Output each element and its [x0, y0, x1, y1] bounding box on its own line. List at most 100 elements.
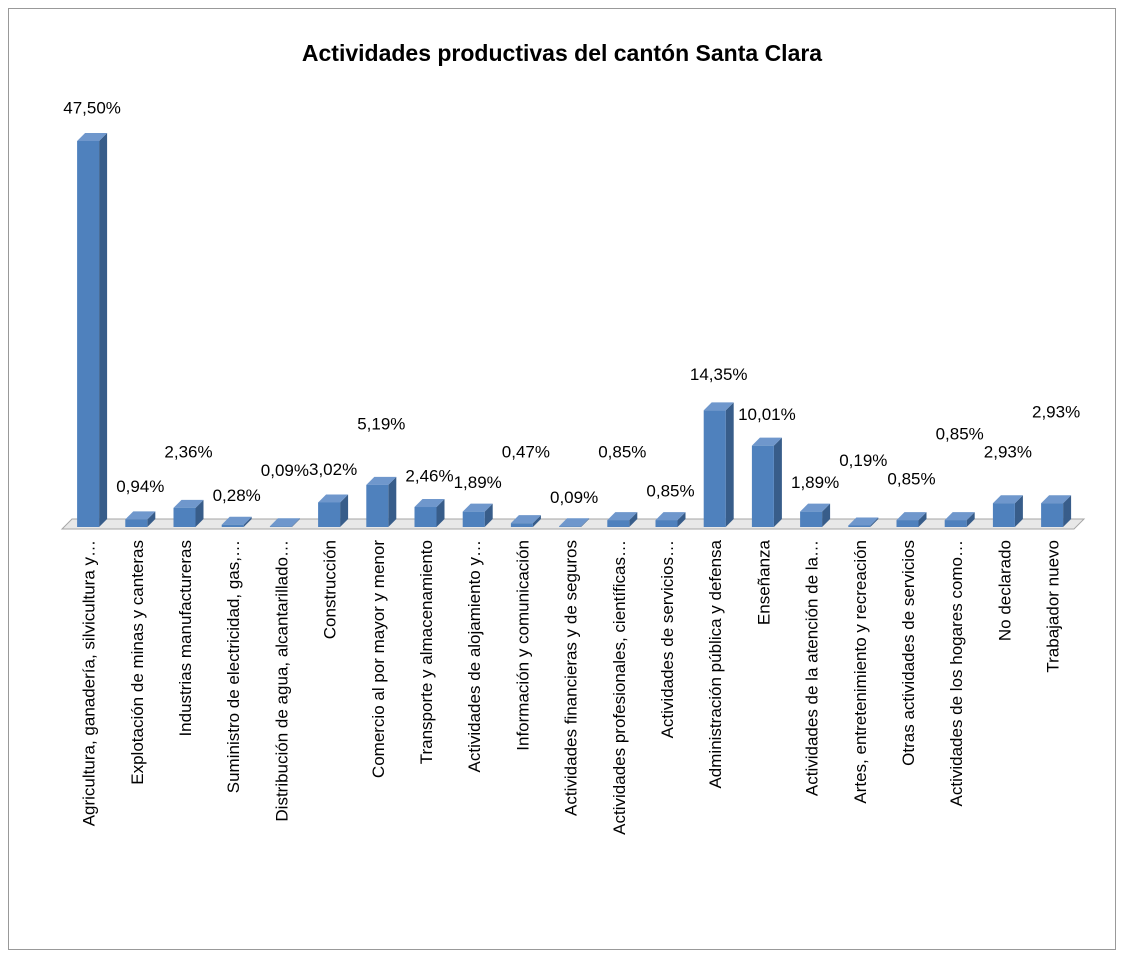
bar-top [703, 402, 734, 411]
bar-side [195, 499, 204, 527]
bar [462, 511, 485, 527]
x-tick-label: Administración pública y defensa [706, 539, 725, 788]
data-label: 14,35% [690, 365, 748, 384]
chart-frame [8, 8, 1116, 950]
bar-side [340, 494, 349, 527]
data-label: 0,85% [598, 443, 646, 462]
x-tick-label: Otras actividades de servicios [899, 540, 918, 766]
bar [751, 445, 774, 527]
data-label: 5,19% [357, 414, 405, 433]
bar-top [173, 499, 204, 508]
bar-side [918, 512, 927, 527]
x-tick-label: No declarado [995, 540, 1014, 641]
bar [414, 507, 437, 527]
bar-side [243, 516, 252, 527]
data-label: 2,36% [164, 442, 212, 461]
bar-side [725, 402, 734, 527]
data-label: 0,85% [887, 470, 935, 489]
bar [318, 502, 341, 527]
bar [944, 520, 967, 527]
bar-top [366, 476, 397, 485]
data-label: 0,85% [646, 482, 694, 501]
bar [992, 503, 1015, 527]
bar-top [77, 133, 108, 141]
bar-side [532, 515, 541, 527]
bar-top [510, 515, 541, 524]
bar-side [677, 512, 686, 527]
bar-top [318, 494, 349, 503]
bar-top [269, 518, 300, 527]
bar [896, 520, 919, 527]
x-tick-label: Explotación de minas y canteras [128, 540, 147, 785]
bar [366, 484, 389, 527]
data-label: 0,19% [839, 451, 887, 470]
bar-top [607, 512, 638, 521]
bar-side [822, 503, 831, 527]
bar-side [291, 518, 300, 527]
data-label: 0,28% [213, 486, 261, 505]
x-tick-label: Enseñanza [754, 539, 773, 625]
bar-side [629, 512, 638, 527]
bar-top [125, 511, 156, 520]
bar-side [581, 518, 590, 527]
bar [173, 507, 196, 527]
data-label: 2,93% [1032, 403, 1080, 422]
data-label: 0,85% [936, 425, 984, 444]
bar-top [462, 503, 493, 512]
x-tick-label: Actividades de servicios… [658, 540, 677, 738]
x-tick-label: Transporte y almacenamiento [417, 540, 436, 764]
data-label: 0,09% [550, 488, 598, 507]
bar [848, 525, 871, 527]
bar [559, 526, 582, 527]
data-label: 0,09% [261, 461, 309, 480]
bar-side [147, 511, 156, 527]
x-tick-label: Actividades financieras y de seguros [562, 540, 581, 816]
bar-side [388, 476, 397, 527]
bar-top [221, 516, 252, 525]
data-label: 0,94% [116, 477, 164, 496]
bar [1041, 503, 1064, 527]
data-label: 3,02% [309, 460, 357, 479]
data-label: 2,46% [405, 466, 453, 485]
bar-side [484, 503, 493, 527]
x-tick-label: Suministro de electricidad, gas,… [224, 540, 243, 793]
bar-top [414, 499, 445, 508]
data-label: 2,93% [984, 443, 1032, 462]
bar-side [966, 512, 975, 527]
chart-title: Actividades productivas del cantón Santa… [302, 40, 822, 66]
bar-top [559, 518, 590, 527]
x-tick-label: Actividades de los hogares como… [947, 540, 966, 806]
x-tick-label: Actividades de alojamiento y… [465, 540, 484, 772]
data-label: 47,50% [63, 98, 121, 117]
bar-top [751, 437, 782, 446]
data-label: 1,89% [454, 473, 502, 492]
bar-side [436, 499, 445, 527]
bar-top [944, 512, 975, 521]
x-tick-label: Industrias manufactureras [176, 540, 195, 737]
bar-side [773, 437, 782, 527]
x-tick-label: Actividades de la atención de la… [803, 540, 822, 796]
bar-side [99, 133, 108, 527]
bar [269, 526, 292, 527]
bar [655, 520, 678, 527]
x-tick-label: Información y comunicación [513, 540, 532, 751]
x-tick-label: Construcción [321, 540, 340, 639]
data-label: 1,89% [791, 473, 839, 492]
bar [221, 524, 244, 527]
bar [125, 519, 148, 527]
x-tick-label: Artes, entretenimiento y recreación [851, 540, 870, 804]
bar-top [800, 503, 831, 512]
bar-side [1014, 495, 1023, 527]
bar [510, 523, 533, 527]
bar-side [870, 517, 879, 527]
bar-top [848, 517, 879, 526]
x-tick-label: Agricultura, ganadería, silvicultura y… [80, 540, 99, 826]
bar [703, 410, 726, 527]
bar [607, 520, 630, 527]
bar-top [655, 512, 686, 521]
bar-top [1041, 495, 1072, 504]
x-tick-label: Actividades profesionales, científicas… [610, 540, 629, 835]
data-label: 0,47% [502, 443, 550, 462]
bar-top [992, 495, 1023, 504]
